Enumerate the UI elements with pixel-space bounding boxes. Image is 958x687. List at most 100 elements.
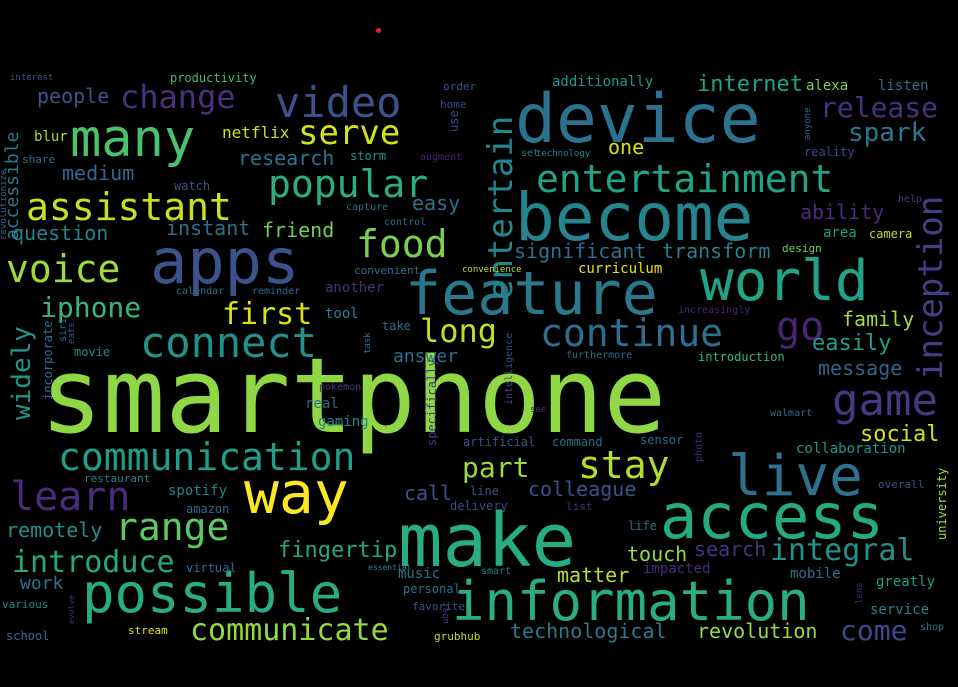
word-another: another: [325, 280, 384, 296]
word-live: live: [728, 444, 863, 509]
word-watch: watch: [174, 179, 210, 193]
word-entertainment: entertainment: [536, 157, 833, 201]
word-ability: ability: [800, 200, 884, 224]
word-school: school: [6, 629, 49, 643]
word-come: come: [840, 614, 907, 647]
word-touch: touch: [627, 542, 687, 566]
word-shop: shop: [920, 622, 944, 633]
word-incorporate: incorporate: [41, 321, 55, 400]
word-easy: easy: [412, 191, 460, 215]
word-line: line: [470, 484, 499, 498]
word-area: area: [823, 225, 857, 241]
word-widely: widely: [7, 326, 37, 420]
word-furthermore: furthermore: [566, 350, 632, 361]
word-real: real: [305, 396, 339, 412]
word-instant: instant: [166, 216, 250, 240]
word-internet: internet: [697, 72, 803, 97]
word-voice: voice: [6, 247, 120, 291]
word-release: release: [820, 91, 938, 124]
word-various: various: [2, 598, 48, 611]
word-food: food: [356, 222, 448, 266]
word-calendar: calendar: [176, 286, 224, 297]
word-collaboration: collaboration: [796, 441, 906, 457]
word-anyone: anyone: [803, 107, 813, 140]
word-virtual: virtual: [186, 561, 237, 575]
word-curriculum: curriculum: [578, 261, 662, 277]
word-command: command: [552, 435, 603, 449]
word-music: music: [398, 566, 440, 582]
word-set: set: [521, 148, 539, 159]
word-search: search: [694, 537, 766, 561]
word-convenience: convenience: [462, 265, 522, 275]
word-iphone: iphone: [40, 291, 141, 324]
word-task: task: [363, 332, 373, 354]
word-uber: uber: [441, 602, 451, 624]
word-spotify: spotify: [168, 483, 227, 499]
word-work: work: [20, 573, 64, 594]
word-productivity: productivity: [170, 71, 257, 85]
word-people: people: [37, 84, 109, 108]
word-see: see: [530, 405, 546, 415]
word-accessible: accessible: [2, 132, 23, 240]
word-go: go: [776, 304, 824, 350]
word-increasingly: increasingly: [678, 305, 750, 316]
word-game: game: [832, 375, 938, 426]
word-one: one: [608, 135, 644, 159]
word-photo: photo: [694, 432, 705, 462]
word-lens: lens: [855, 582, 865, 604]
word-revolution: revolution: [697, 619, 817, 643]
word-significant: significant: [514, 239, 646, 263]
word-help: help: [898, 194, 922, 205]
word-netflix: netflix: [222, 123, 290, 142]
word-apps: apps: [150, 225, 299, 298]
word-become: become: [515, 179, 753, 256]
word-long: long: [420, 312, 497, 350]
word-design: design: [782, 242, 822, 255]
word-inception: inception: [911, 196, 951, 380]
word-message: message: [818, 356, 902, 380]
word-blur: blur: [34, 129, 68, 145]
word-grubhub: grubhub: [434, 630, 480, 643]
word-walmart: walmart: [770, 408, 812, 419]
word-colleague: colleague: [528, 477, 636, 501]
word-revolutionize: revolutionize: [0, 170, 9, 240]
word-medium: medium: [62, 161, 134, 185]
word-technological: technological: [510, 619, 667, 643]
word-intelligence: intelligence: [504, 333, 515, 405]
word-change: change: [120, 78, 236, 116]
word-service: service: [870, 602, 929, 618]
word-convenient: convenient: [354, 264, 420, 277]
word-gaming: gaming: [318, 414, 369, 430]
word-additionally: additionally: [552, 74, 653, 90]
word-video: video: [275, 78, 401, 127]
word-camera: camera: [869, 227, 912, 241]
word-assistant: assistant: [26, 185, 232, 229]
word-overall: overall: [878, 478, 924, 491]
word-introduce: introduce: [12, 545, 175, 580]
word-reminder: reminder: [252, 286, 300, 297]
word-make: make: [398, 498, 576, 584]
word-impacted: impacted: [643, 561, 710, 577]
word-possible: possible: [82, 562, 342, 625]
word-artificial: artificial: [463, 435, 535, 449]
word-matter: matter: [557, 563, 629, 587]
word-reality: reality: [804, 145, 855, 159]
word-part: part: [462, 451, 529, 484]
word-learn: learn: [10, 474, 130, 520]
word-social: social: [860, 422, 939, 447]
word-friend: friend: [262, 218, 334, 242]
word-smart: smart: [481, 566, 511, 577]
word-research: research: [238, 146, 334, 170]
word-stay: stay: [578, 443, 670, 487]
word-range: range: [115, 505, 229, 549]
word-answer: answer: [393, 346, 458, 367]
word-smartphone: smartphone: [40, 335, 666, 457]
word-restaurant: restaurant: [84, 472, 150, 485]
word-transform: transform: [662, 239, 770, 263]
word-introduction: introduction: [698, 350, 785, 364]
word-share: share: [22, 153, 55, 166]
word-technology: technology: [536, 149, 591, 159]
word-amazon: amazon: [186, 502, 229, 516]
